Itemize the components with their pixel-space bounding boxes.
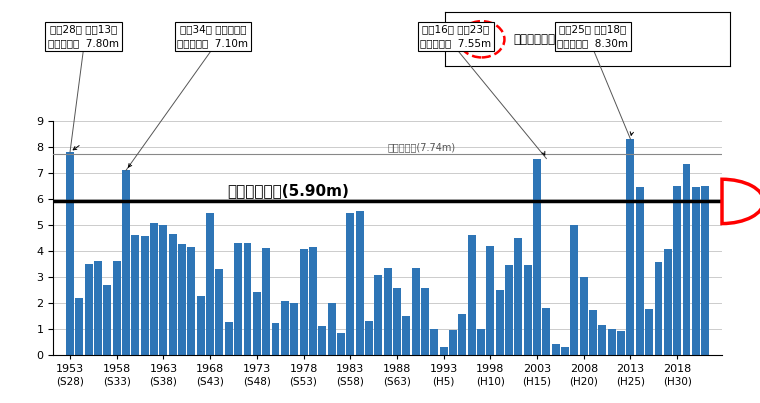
Bar (281, 301, 289, 355)
Bar (75, 297, 84, 355)
Bar (309, 247, 317, 355)
Bar (682, 164, 691, 355)
Bar (477, 329, 485, 355)
Bar (505, 265, 513, 355)
Bar (440, 347, 448, 355)
Bar (318, 326, 326, 355)
Bar (225, 322, 233, 355)
Bar (393, 289, 401, 355)
Bar (580, 277, 587, 355)
Bar (421, 289, 429, 355)
Bar (150, 224, 158, 355)
Bar (692, 187, 700, 355)
Text: (H10): (H10) (476, 377, 505, 387)
Bar (169, 234, 177, 355)
Text: (S53): (S53) (290, 377, 318, 387)
Text: (S63): (S63) (383, 377, 411, 387)
Bar (122, 170, 130, 355)
Bar (356, 210, 363, 355)
Bar (412, 268, 420, 355)
Bar (701, 186, 709, 355)
Bar (216, 269, 223, 355)
Bar (206, 213, 214, 355)
Bar (571, 225, 578, 355)
Text: 昭和34年 伊勢湾台颤
ピーク水位  7.10m: 昭和34年 伊勢湾台颤 ピーク水位 7.10m (177, 24, 249, 48)
Bar (84, 264, 93, 355)
Bar (515, 238, 522, 355)
Text: (S28): (S28) (56, 377, 84, 387)
Text: 平成25年 台颤18号
ピーク水位  8.30m: 平成25年 台颤18号 ピーク水位 8.30m (557, 24, 629, 48)
Bar (103, 285, 112, 355)
Text: (S33): (S33) (103, 377, 131, 387)
Bar (543, 308, 550, 355)
Bar (234, 243, 242, 355)
Bar (598, 325, 606, 355)
Bar (552, 344, 559, 355)
Bar (347, 213, 354, 355)
Bar (673, 186, 681, 355)
Bar (645, 309, 653, 355)
Text: (H30): (H30) (663, 377, 692, 387)
Bar (337, 332, 345, 355)
Bar (402, 316, 410, 355)
Bar (467, 235, 476, 355)
Bar (524, 265, 532, 355)
Text: (H15): (H15) (523, 377, 552, 387)
Bar (374, 275, 382, 355)
Bar (384, 268, 391, 355)
Text: (H5): (H5) (432, 377, 454, 387)
Text: (S58): (S58) (336, 377, 364, 387)
Bar (262, 248, 270, 355)
Bar (160, 225, 167, 355)
Bar (608, 329, 616, 355)
Bar (299, 249, 308, 355)
Bar (178, 244, 186, 355)
Bar (243, 243, 252, 355)
Bar (328, 303, 335, 355)
Text: (S38): (S38) (150, 377, 177, 387)
Bar (589, 310, 597, 355)
Bar (131, 235, 139, 355)
Bar (430, 329, 439, 355)
Bar (112, 261, 121, 355)
Text: (H20): (H20) (569, 377, 598, 387)
Text: 平成16年 台颤23号
ピーク水位  7.55m: 平成16年 台颤23号 ピーク水位 7.55m (420, 24, 492, 48)
Bar (486, 245, 494, 355)
Bar (365, 321, 373, 355)
Bar (654, 262, 663, 355)
Bar (290, 303, 298, 355)
Bar (617, 331, 625, 355)
Bar (636, 187, 644, 355)
Text: (H25): (H25) (616, 377, 645, 387)
Bar (197, 296, 204, 355)
Bar (271, 324, 280, 355)
Bar (533, 158, 541, 355)
Bar (94, 261, 102, 355)
Bar (626, 139, 635, 355)
Bar (188, 247, 195, 355)
Bar (253, 292, 261, 355)
Bar (458, 314, 467, 355)
Bar (496, 290, 504, 355)
Bar (141, 237, 149, 355)
Text: (S48): (S48) (243, 377, 271, 387)
Bar (561, 347, 569, 355)
Text: 沾絏危険水位(5.90m): 沾絏危険水位(5.90m) (227, 183, 349, 198)
Text: 沾絏危険水位を超える水位: 沾絏危険水位を超える水位 (513, 33, 597, 46)
Bar (449, 330, 457, 355)
Bar (663, 249, 672, 355)
Text: 昭和28年 台颤13号
ピーク水位  7.80m: 昭和28年 台颤13号 ピーク水位 7.80m (48, 24, 119, 48)
Text: 計画高水位(7.74m): 計画高水位(7.74m) (388, 142, 456, 152)
Text: (S43): (S43) (196, 377, 224, 387)
Bar (66, 152, 74, 355)
